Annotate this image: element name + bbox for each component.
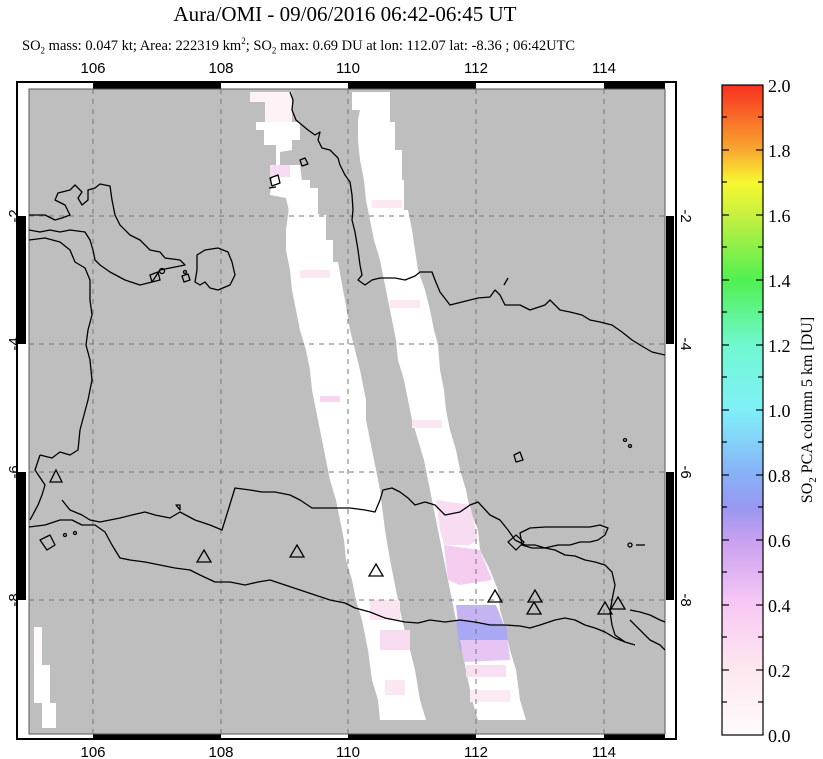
cb-tick-1-2: 1.2 (768, 336, 791, 356)
chart-subtitle: SO2 mass: 0.047 kt; Area: 222319 km2; SO… (22, 36, 575, 56)
volcano-markers (48, 468, 627, 615)
colorbar-ticks (722, 116, 763, 703)
coastlines (29, 91, 665, 651)
colorbar-title: SO2 PCA column 5 km [DU] (799, 317, 819, 503)
frame-scale-bars (18, 83, 674, 740)
volcano-icon (486, 588, 504, 603)
lon-tick-112: 112 (464, 60, 488, 77)
subtitle-max-text: max: 0.69 DU at lon: 112.07 lat: -8.36 ;… (276, 37, 576, 54)
cb-tick-0-4: 0.4 (768, 596, 791, 616)
cb-tick-0-8: 0.8 (768, 466, 791, 486)
lon-tick-106: 106 (80, 60, 105, 77)
cb-tick-0-2: 0.2 (768, 661, 791, 681)
so2-fragment-west (34, 627, 56, 728)
cb-tick-1-6: 1.6 (768, 206, 791, 226)
so2-swath-west (250, 92, 426, 720)
colorbar-title-so: SO (799, 483, 816, 503)
lon-tick-110: 110 (336, 60, 360, 77)
cb-tick-1-0: 1.0 (768, 401, 791, 421)
colorbar-title-sub: 2 (807, 477, 819, 483)
subtitle-area-sup: 2 (241, 36, 246, 46)
lat-tick-m6-right: -6 (677, 465, 694, 478)
volcano-icon (288, 543, 306, 558)
lon-tick-labels-bottom: 106 108 110 112 114 (80, 744, 615, 759)
subtitle-so2-sub: 2 (40, 45, 46, 56)
lat-tick-m4-right: -4 (677, 337, 694, 350)
chart-title: Aura/OMI - 09/06/2016 06:42-06:45 UT (173, 2, 517, 26)
lon-tick-106-bottom: 106 (80, 744, 105, 759)
cb-tick-1-8: 1.8 (768, 141, 791, 161)
subtitle-max-prefix: ; SO (245, 37, 272, 54)
volcano-icon (48, 468, 64, 483)
cb-tick-0-6: 0.6 (768, 531, 791, 551)
lon-tick-108-bottom: 108 (208, 744, 233, 759)
lon-tick-114: 114 (592, 60, 616, 77)
volcano-icon (367, 562, 385, 577)
subtitle-max-sub: 2 (271, 45, 277, 56)
lon-tick-labels-top: 106 108 110 112 114 (80, 60, 615, 77)
lon-tick-112-bottom: 112 (464, 744, 488, 759)
lon-tick-114-bottom: 114 (592, 744, 616, 759)
lat-tick-m8-right: -8 (677, 593, 694, 606)
station-diamond-icon (507, 534, 525, 551)
colorbar: 2.0 1.8 1.6 1.4 1.2 1.0 0.8 0.6 0.4 0.2 … (721, 76, 819, 746)
volcano-icon (526, 588, 544, 603)
cb-tick-0-0: 0.0 (768, 726, 791, 746)
subtitle-mass-area: mass: 0.047 kt; Area: 222319 km (45, 37, 242, 54)
grid-lines (29, 89, 665, 734)
station-marker (507, 534, 525, 551)
lon-tick-110-bottom: 110 (336, 744, 360, 759)
volcano-icon (195, 548, 213, 563)
lat-tick-m2-right: -2 (677, 209, 694, 222)
cb-tick-1-4: 1.4 (768, 271, 791, 291)
cb-tick-2-0: 2.0 (768, 76, 791, 96)
lat-tick-labels-right: -2 -4 -6 -8 (677, 209, 694, 606)
colorbar-title-rest: PCA column 5 km [DU] (799, 317, 816, 477)
colorbar-tick-labels: 2.0 1.8 1.6 1.4 1.2 1.0 0.8 0.6 0.4 0.2 … (768, 76, 791, 746)
subtitle-so2: SO (22, 37, 41, 54)
volcano-icon (596, 600, 614, 615)
volcano-icon (525, 600, 543, 615)
lon-tick-108: 108 (208, 60, 233, 77)
volcano-icon (609, 595, 627, 610)
so2-swath-east (352, 92, 526, 720)
